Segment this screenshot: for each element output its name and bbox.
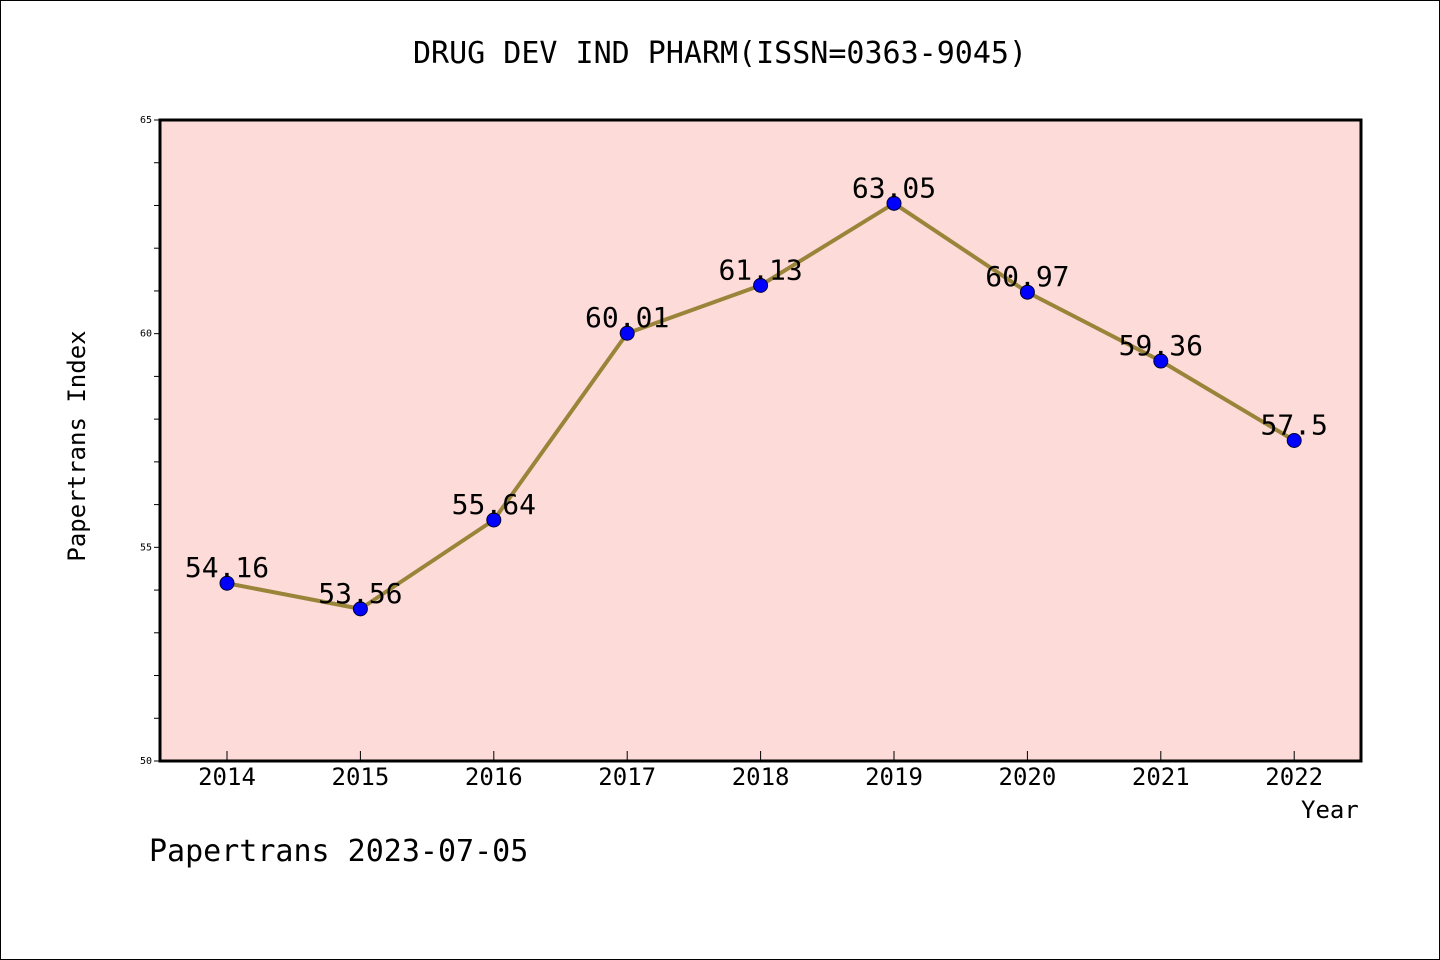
y-tick-label: 60 — [140, 329, 152, 340]
chart-title: DRUG DEV IND PHARM(ISSN=0363-9045) — [412, 36, 1028, 71]
y-tick-label: 55 — [140, 542, 152, 553]
data-point-label: 59.36 — [1119, 329, 1203, 362]
data-point-marker — [1153, 353, 1169, 369]
data-point-marker — [886, 195, 902, 211]
data-point-label: 60.01 — [585, 301, 669, 334]
data-point-marker — [1286, 433, 1302, 448]
y-tick-label: 50 — [140, 756, 152, 767]
data-point-label: 61.13 — [718, 253, 802, 286]
data-point-marker — [219, 575, 235, 591]
x-axis-label: Year — [1301, 796, 1359, 824]
data-point-marker — [619, 325, 635, 341]
y-tick-label: 65 — [140, 115, 152, 126]
x-axis-ticks: 2014 2015 2016 2017 2018 2019 2020 2021 2022 — [198, 751, 1323, 791]
data-point-label: 53.56 — [318, 577, 402, 610]
x-tick-label: 2020 — [999, 763, 1057, 791]
footer-note: Papertrans 2023-07-05 — [149, 834, 529, 869]
x-tick-label: 2015 — [332, 763, 390, 791]
data-labels: 54.16 53.56 55.64 60.01 61.13 63.05 60.97 59.36… — [185, 171, 1328, 610]
data-point-label: 55.64 — [452, 488, 536, 521]
x-tick-label: 2019 — [865, 763, 923, 791]
x-tick-label: 2017 — [598, 763, 656, 791]
plot-area — [158, 118, 1363, 763]
data-point-label: 57.5 — [1260, 409, 1327, 442]
data-point-marker — [1019, 284, 1035, 300]
data-point-marker — [486, 512, 502, 528]
data-point-label: 54.16 — [185, 551, 269, 584]
data-markers — [219, 195, 1302, 617]
x-tick-label: 2022 — [1265, 763, 1323, 791]
x-tick-label: 2014 — [198, 763, 256, 791]
data-point-marker — [352, 601, 368, 617]
x-tick-label: 2018 — [732, 763, 790, 791]
data-point-marker — [753, 277, 769, 293]
y-axis-ticks: 50 55 60 65 — [140, 115, 160, 767]
x-tick-label: 2016 — [465, 763, 523, 791]
data-point-label: 63.05 — [852, 171, 936, 204]
x-tick-label: 2021 — [1132, 763, 1190, 791]
data-point-label: 60.97 — [985, 260, 1069, 293]
y-axis-label: Papertrans Index — [63, 330, 91, 562]
